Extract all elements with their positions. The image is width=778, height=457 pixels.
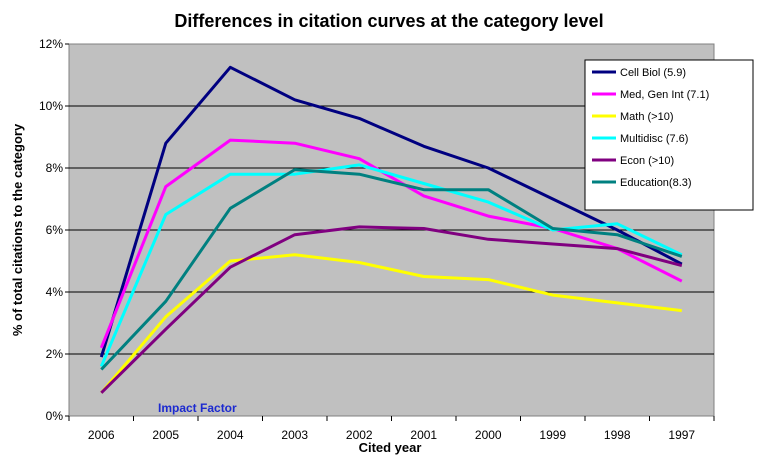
series-line-2 bbox=[100, 253, 682, 394]
x-tick-label: 2003 bbox=[281, 428, 308, 442]
x-tick-label: 2001 bbox=[410, 428, 437, 442]
legend-entry: Education(8.3) bbox=[620, 177, 692, 189]
legend-entry: Cell Biol (5.9) bbox=[620, 67, 686, 79]
y-tick-label: 2% bbox=[46, 347, 64, 361]
x-tick-label: 2002 bbox=[346, 428, 373, 442]
x-tick-label: 1999 bbox=[539, 428, 566, 442]
legend-entry: Med, Gen Int (7.1) bbox=[620, 89, 709, 101]
x-tick-label: 2004 bbox=[217, 428, 244, 442]
x-tick-label: 1998 bbox=[604, 428, 631, 442]
y-tick-label: 10% bbox=[39, 99, 63, 113]
series-line-0 bbox=[99, 65, 683, 358]
y-tick-label: 8% bbox=[46, 161, 64, 175]
legend-entry: Econ (>10) bbox=[620, 155, 674, 167]
y-tick-label: 12% bbox=[39, 37, 63, 51]
x-axis-label: Cited year bbox=[359, 440, 422, 455]
series-line-4 bbox=[100, 225, 683, 394]
series-line-1 bbox=[99, 138, 683, 349]
x-tick-label: 2006 bbox=[88, 428, 115, 442]
impact-factor-annotation: Impact Factor bbox=[158, 401, 237, 415]
chart-title: Differences in citation curves at the ca… bbox=[174, 11, 603, 31]
y-tick-label: 0% bbox=[46, 409, 64, 423]
y-tick-label: 4% bbox=[46, 285, 64, 299]
x-tick-label: 2005 bbox=[152, 428, 179, 442]
x-tick-label: 2000 bbox=[475, 428, 502, 442]
y-tick-label: 6% bbox=[46, 223, 64, 237]
x-tick-label: 1997 bbox=[668, 428, 695, 442]
x-axis-ticks: 2006 2005 2004 2003 2002 2001 2000 1999 1998 1997 bbox=[68, 416, 715, 442]
legend-entry: Multidisc (7.6) bbox=[620, 133, 688, 145]
legend: Cell Biol (5.9) Med, Gen Int (7.1) Math (>… bbox=[584, 59, 754, 211]
y-axis-ticks: 0% 2% 4% 6% 8% 10% 12% bbox=[39, 37, 69, 423]
legend-entry: Math (>10) bbox=[620, 111, 674, 123]
legend-box bbox=[584, 59, 754, 211]
series-lines bbox=[99, 65, 683, 394]
y-axis-label: % of total citations to the category bbox=[10, 123, 25, 336]
series-line-5 bbox=[100, 168, 683, 371]
series-line-3 bbox=[99, 163, 683, 367]
